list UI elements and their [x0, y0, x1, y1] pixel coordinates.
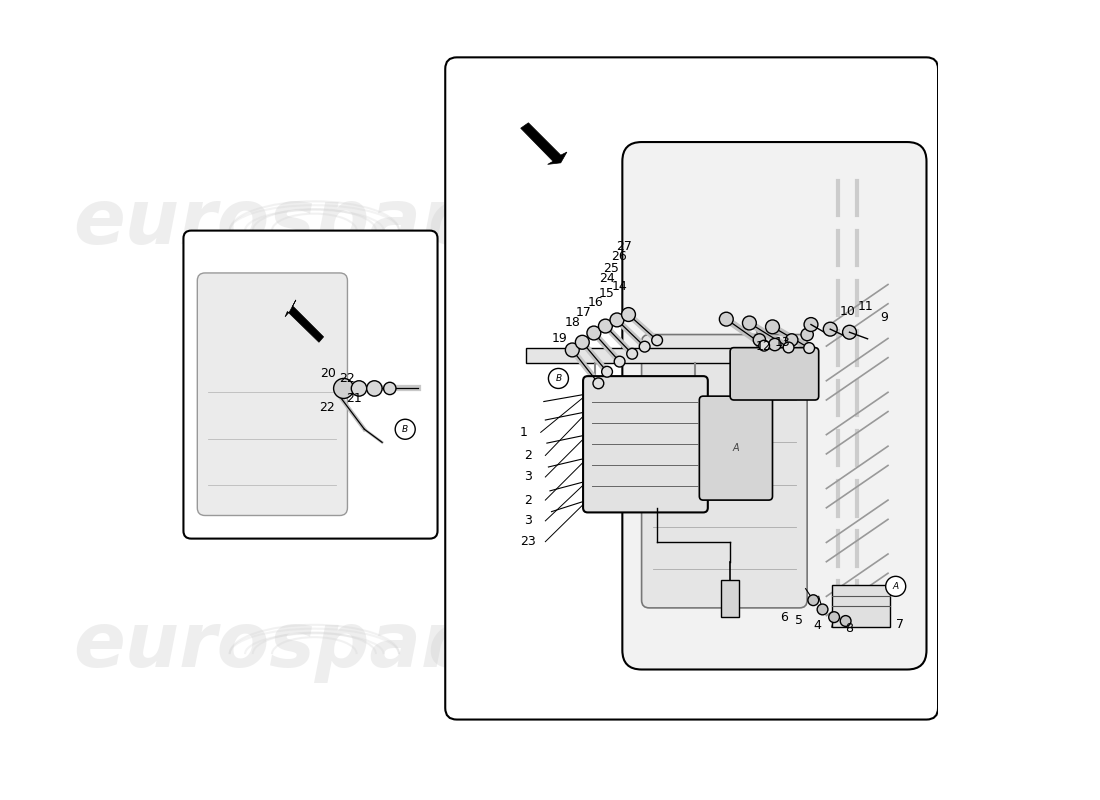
Text: B: B	[556, 374, 561, 383]
FancyBboxPatch shape	[641, 334, 807, 608]
Text: B: B	[403, 425, 408, 434]
Circle shape	[759, 340, 770, 351]
Text: 3: 3	[525, 514, 532, 527]
Polygon shape	[285, 300, 323, 342]
Circle shape	[565, 343, 580, 357]
Circle shape	[621, 307, 636, 322]
Text: 16: 16	[587, 296, 603, 309]
FancyBboxPatch shape	[623, 142, 926, 670]
Circle shape	[742, 316, 757, 330]
Circle shape	[614, 356, 625, 367]
Circle shape	[593, 378, 604, 389]
Circle shape	[627, 348, 638, 359]
FancyBboxPatch shape	[730, 348, 818, 400]
Circle shape	[575, 335, 590, 349]
Circle shape	[840, 616, 851, 626]
Bar	[720, 580, 739, 617]
Circle shape	[333, 378, 353, 398]
Text: 6: 6	[780, 610, 788, 624]
Circle shape	[886, 576, 905, 596]
FancyBboxPatch shape	[700, 396, 772, 500]
Circle shape	[384, 382, 396, 394]
Text: 23: 23	[520, 535, 537, 548]
Text: 2: 2	[525, 494, 532, 506]
Text: 11: 11	[858, 299, 873, 313]
Text: 20: 20	[320, 366, 337, 379]
Circle shape	[587, 326, 601, 340]
Text: 15: 15	[600, 287, 615, 300]
Text: 7: 7	[895, 618, 903, 631]
FancyBboxPatch shape	[583, 376, 707, 513]
Circle shape	[602, 366, 613, 377]
Circle shape	[598, 319, 613, 333]
Circle shape	[549, 369, 569, 389]
Text: A: A	[892, 582, 899, 591]
Circle shape	[651, 335, 662, 346]
Circle shape	[785, 334, 798, 346]
Text: 24: 24	[600, 272, 615, 285]
Text: 8: 8	[846, 622, 854, 635]
Circle shape	[366, 381, 382, 396]
Circle shape	[639, 342, 650, 352]
Text: 2: 2	[525, 449, 532, 462]
Text: 1: 1	[520, 426, 528, 439]
Circle shape	[817, 604, 828, 615]
Text: 14: 14	[613, 279, 628, 293]
Text: 10: 10	[839, 305, 855, 318]
Circle shape	[804, 318, 818, 331]
Text: 4: 4	[813, 619, 821, 632]
Circle shape	[807, 595, 818, 606]
Text: 25: 25	[604, 262, 619, 275]
FancyBboxPatch shape	[184, 230, 438, 538]
Polygon shape	[520, 122, 566, 164]
Text: 5: 5	[795, 614, 803, 627]
Circle shape	[395, 419, 415, 439]
Text: eurospares: eurospares	[73, 186, 556, 260]
Text: 12: 12	[756, 339, 771, 353]
Text: 27: 27	[616, 239, 631, 253]
Circle shape	[769, 338, 781, 350]
Text: 13: 13	[774, 336, 791, 349]
FancyBboxPatch shape	[197, 273, 348, 515]
Text: 17: 17	[576, 306, 592, 318]
Polygon shape	[526, 348, 795, 363]
Circle shape	[719, 312, 734, 326]
Text: 18: 18	[564, 316, 580, 329]
Circle shape	[828, 612, 839, 622]
Text: 3: 3	[525, 470, 532, 483]
Text: 9: 9	[880, 311, 888, 324]
Text: A: A	[733, 442, 739, 453]
Text: 22: 22	[340, 372, 355, 385]
Text: 22: 22	[320, 401, 336, 414]
Circle shape	[351, 381, 366, 396]
Circle shape	[754, 334, 766, 346]
Bar	[832, 585, 890, 627]
Text: eurospares: eurospares	[73, 610, 556, 683]
Circle shape	[843, 326, 857, 339]
FancyBboxPatch shape	[446, 58, 938, 719]
Text: eurospares: eurospares	[427, 610, 910, 683]
Circle shape	[610, 313, 624, 327]
Circle shape	[766, 320, 780, 334]
Text: eurospares: eurospares	[427, 186, 910, 260]
Circle shape	[823, 322, 837, 336]
Circle shape	[804, 342, 815, 354]
Text: 21: 21	[346, 392, 362, 405]
Text: 26: 26	[612, 250, 627, 263]
Text: 19: 19	[552, 332, 568, 345]
Circle shape	[801, 328, 813, 341]
Circle shape	[783, 342, 794, 353]
